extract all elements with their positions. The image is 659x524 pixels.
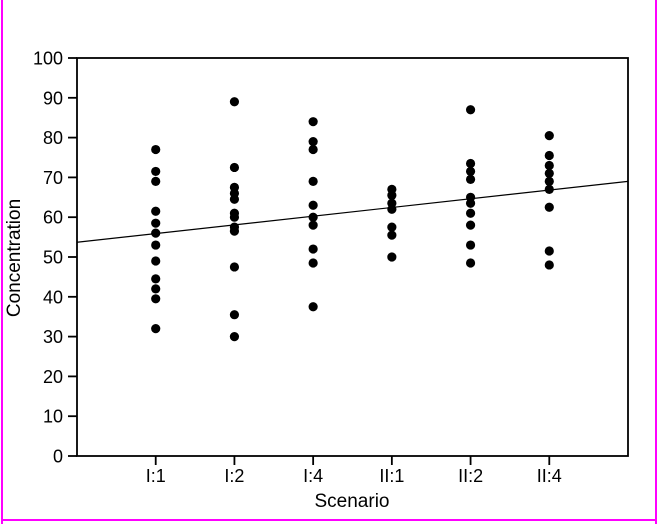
data-point: [465, 258, 476, 268]
data-point: [387, 230, 397, 240]
data-point: [465, 198, 476, 208]
series-II:2: [465, 105, 476, 268]
data-point: [151, 294, 161, 304]
data-point: [387, 252, 397, 262]
data-point: [229, 162, 240, 173]
data-point: [465, 174, 476, 184]
data-point: [229, 97, 240, 107]
data-point: [151, 324, 161, 334]
series-I:1: [151, 144, 161, 334]
data-point: [151, 206, 161, 216]
y-tick-label: 50: [43, 248, 63, 268]
data-point: [151, 274, 161, 284]
y-tick-label: 30: [43, 327, 63, 347]
y-axis: 0 10 20 30 40 50 60 70 80 90 100: [33, 49, 77, 467]
data-point: [544, 176, 554, 186]
y-tick-label: 60: [43, 208, 63, 228]
data-point: [465, 105, 476, 115]
plot-frame: [76, 57, 629, 457]
data-point: [308, 302, 318, 312]
series-I:2: [229, 97, 240, 342]
data-point: [308, 244, 318, 254]
data-point: [308, 117, 318, 127]
series-II:1: [387, 184, 397, 262]
y-tick-label: 40: [43, 287, 63, 307]
data-point: [387, 190, 397, 200]
data-point: [465, 208, 476, 218]
x-axis: I:1 I:2 I:4 II:1 II:2 II:4: [146, 456, 562, 486]
data-point: [151, 256, 161, 266]
data-points: [151, 97, 554, 342]
plot-frame-rect: [76, 57, 629, 457]
y-tick-label: 90: [43, 88, 63, 108]
data-point: [308, 212, 318, 222]
x-tick-label: II:2: [458, 466, 483, 486]
data-point: [387, 204, 397, 214]
data-point: [151, 284, 161, 294]
data-point: [465, 240, 476, 250]
data-point: [229, 332, 240, 342]
data-point: [151, 176, 161, 186]
y-tick-label: 0: [53, 447, 63, 467]
data-point: [544, 131, 554, 141]
data-point: [229, 212, 240, 222]
data-point: [229, 226, 240, 236]
series-II:4: [544, 131, 554, 270]
x-tick-label: I:4: [303, 466, 323, 486]
x-axis-title: Scenario: [315, 491, 390, 512]
x-tick-label: I:2: [224, 466, 244, 486]
data-point: [151, 240, 161, 250]
y-tick-label: 10: [43, 407, 63, 427]
y-tick-label: 80: [43, 128, 63, 148]
page-border-bottom: [1, 519, 657, 521]
x-tick-label: II:1: [379, 466, 404, 486]
y-tick-label: 100: [33, 49, 63, 69]
data-point: [387, 222, 397, 232]
data-point: [465, 158, 476, 169]
data-point: [544, 260, 554, 270]
data-point: [151, 166, 161, 177]
data-point: [151, 228, 161, 238]
data-point: [544, 246, 554, 256]
y-axis-title: Concentration: [4, 199, 25, 317]
series-I:4: [308, 117, 318, 312]
data-point: [151, 218, 161, 228]
data-point: [465, 220, 476, 230]
data-point: [308, 258, 318, 268]
data-point: [229, 262, 240, 272]
data-point: [229, 194, 240, 204]
data-point: [544, 184, 554, 194]
y-tick-label: 20: [43, 367, 63, 387]
data-point: [465, 166, 476, 177]
page-border-right: [655, 0, 657, 524]
data-point: [544, 160, 554, 171]
page-border-left: [1, 0, 3, 524]
data-point: [544, 150, 554, 161]
x-tick-label: II:4: [537, 466, 562, 486]
data-point: [308, 200, 318, 210]
data-point: [151, 144, 161, 155]
data-point: [308, 220, 318, 230]
data-point: [229, 310, 240, 320]
data-point: [308, 136, 318, 147]
y-tick-label: 70: [43, 168, 63, 188]
trend-line: [76, 180, 629, 243]
data-point: [308, 144, 318, 155]
data-point: [544, 168, 554, 179]
trend-line-group: [76, 180, 629, 243]
data-point: [308, 176, 318, 186]
x-tick-label: I:1: [146, 466, 166, 486]
data-point: [544, 202, 554, 212]
